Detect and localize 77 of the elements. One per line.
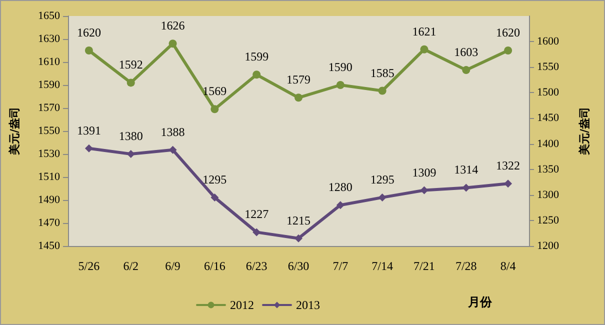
y2-tick-label: 1300	[537, 188, 560, 201]
point	[378, 193, 386, 202]
point	[336, 201, 344, 210]
point	[168, 40, 177, 48]
y2-tick-label: 1450	[537, 112, 560, 124]
data-label: 1590	[328, 60, 352, 74]
y-tick-label: 1550	[38, 125, 60, 137]
y2-tick-label: 1500	[537, 86, 560, 99]
data-label: 1621	[412, 24, 436, 38]
point	[504, 46, 512, 54]
point	[210, 193, 219, 202]
x-tick-label: 6/23	[246, 259, 268, 273]
y-tick-label: 1610	[38, 56, 60, 68]
y-tick-label: 1530	[38, 148, 60, 160]
data-label: 1215	[286, 213, 310, 228]
data-label: 1314	[454, 162, 478, 177]
x-tick-label: 7/14	[372, 259, 393, 273]
legend-label: 2012	[230, 298, 254, 312]
x-tick-label: 7/7	[332, 259, 348, 273]
y2-axis-title: 美元/盎司	[578, 106, 591, 156]
y2-tick-label: 1250	[537, 214, 560, 226]
x-tick-label: 6/16	[204, 259, 226, 273]
point	[294, 234, 302, 242]
y-tick-label: 1450	[38, 240, 60, 252]
data-label: 1295	[202, 172, 227, 186]
y-axis-title: 美元/盎司	[8, 106, 21, 156]
point	[210, 105, 219, 114]
data-label: 1626	[160, 18, 185, 33]
y-tick-label: 1590	[38, 79, 60, 91]
point	[252, 228, 261, 236]
x-tick-label: 6/2	[123, 259, 139, 273]
point	[420, 45, 428, 54]
y-tick-label: 1490	[38, 194, 60, 206]
data-label: 1603	[454, 45, 478, 60]
point	[84, 144, 93, 152]
point	[504, 180, 512, 188]
point	[462, 66, 470, 74]
legend-label: 2013	[296, 298, 320, 312]
y-tick-label: 1510	[38, 171, 60, 183]
y2-tick-label: 1550	[537, 61, 560, 74]
data-label: 1322	[496, 158, 520, 173]
data-label: 1592	[118, 58, 143, 72]
data-label: 1295	[370, 172, 394, 186]
x-tick-label: 7/21	[414, 259, 435, 273]
y2-tick-label: 1600	[537, 36, 560, 48]
y-tick-label: 1630	[38, 33, 60, 45]
data-label: 1227	[244, 207, 269, 222]
point	[252, 70, 261, 79]
x-tick-label: 5/26	[78, 259, 100, 273]
x-tick-label: 6/9	[165, 259, 180, 273]
y2-tick-label: 1400	[537, 138, 560, 150]
x-tick-label: 8/4	[500, 259, 516, 273]
y2-tick-label: 1350	[537, 163, 560, 176]
point	[168, 146, 177, 154]
data-label: 1579	[286, 72, 310, 87]
x-tick-label: 7/28	[455, 259, 477, 273]
y-tick-label: 1470	[38, 217, 60, 229]
point	[126, 78, 135, 87]
data-label: 1599	[244, 50, 269, 64]
data-label: 1309	[412, 165, 436, 180]
data-label: 1620	[496, 26, 520, 40]
x-tick-label: 6/30	[288, 259, 310, 273]
data-label: 1380	[118, 129, 143, 143]
x-axis-title: 月份	[467, 295, 493, 309]
data-label: 1569	[202, 84, 227, 98]
point	[294, 94, 302, 102]
data-label: 1620	[76, 26, 101, 40]
y2-tick-label: 1200	[537, 240, 560, 252]
data-label: 1585	[370, 66, 394, 80]
data-label: 1280	[328, 180, 352, 194]
point	[336, 81, 344, 89]
y-tick-label: 1570	[38, 102, 60, 114]
point	[84, 46, 93, 54]
data-label: 1391	[76, 123, 101, 138]
point	[378, 86, 386, 95]
y-tick-label: 1650	[38, 10, 60, 22]
data-label: 1388	[160, 124, 185, 139]
